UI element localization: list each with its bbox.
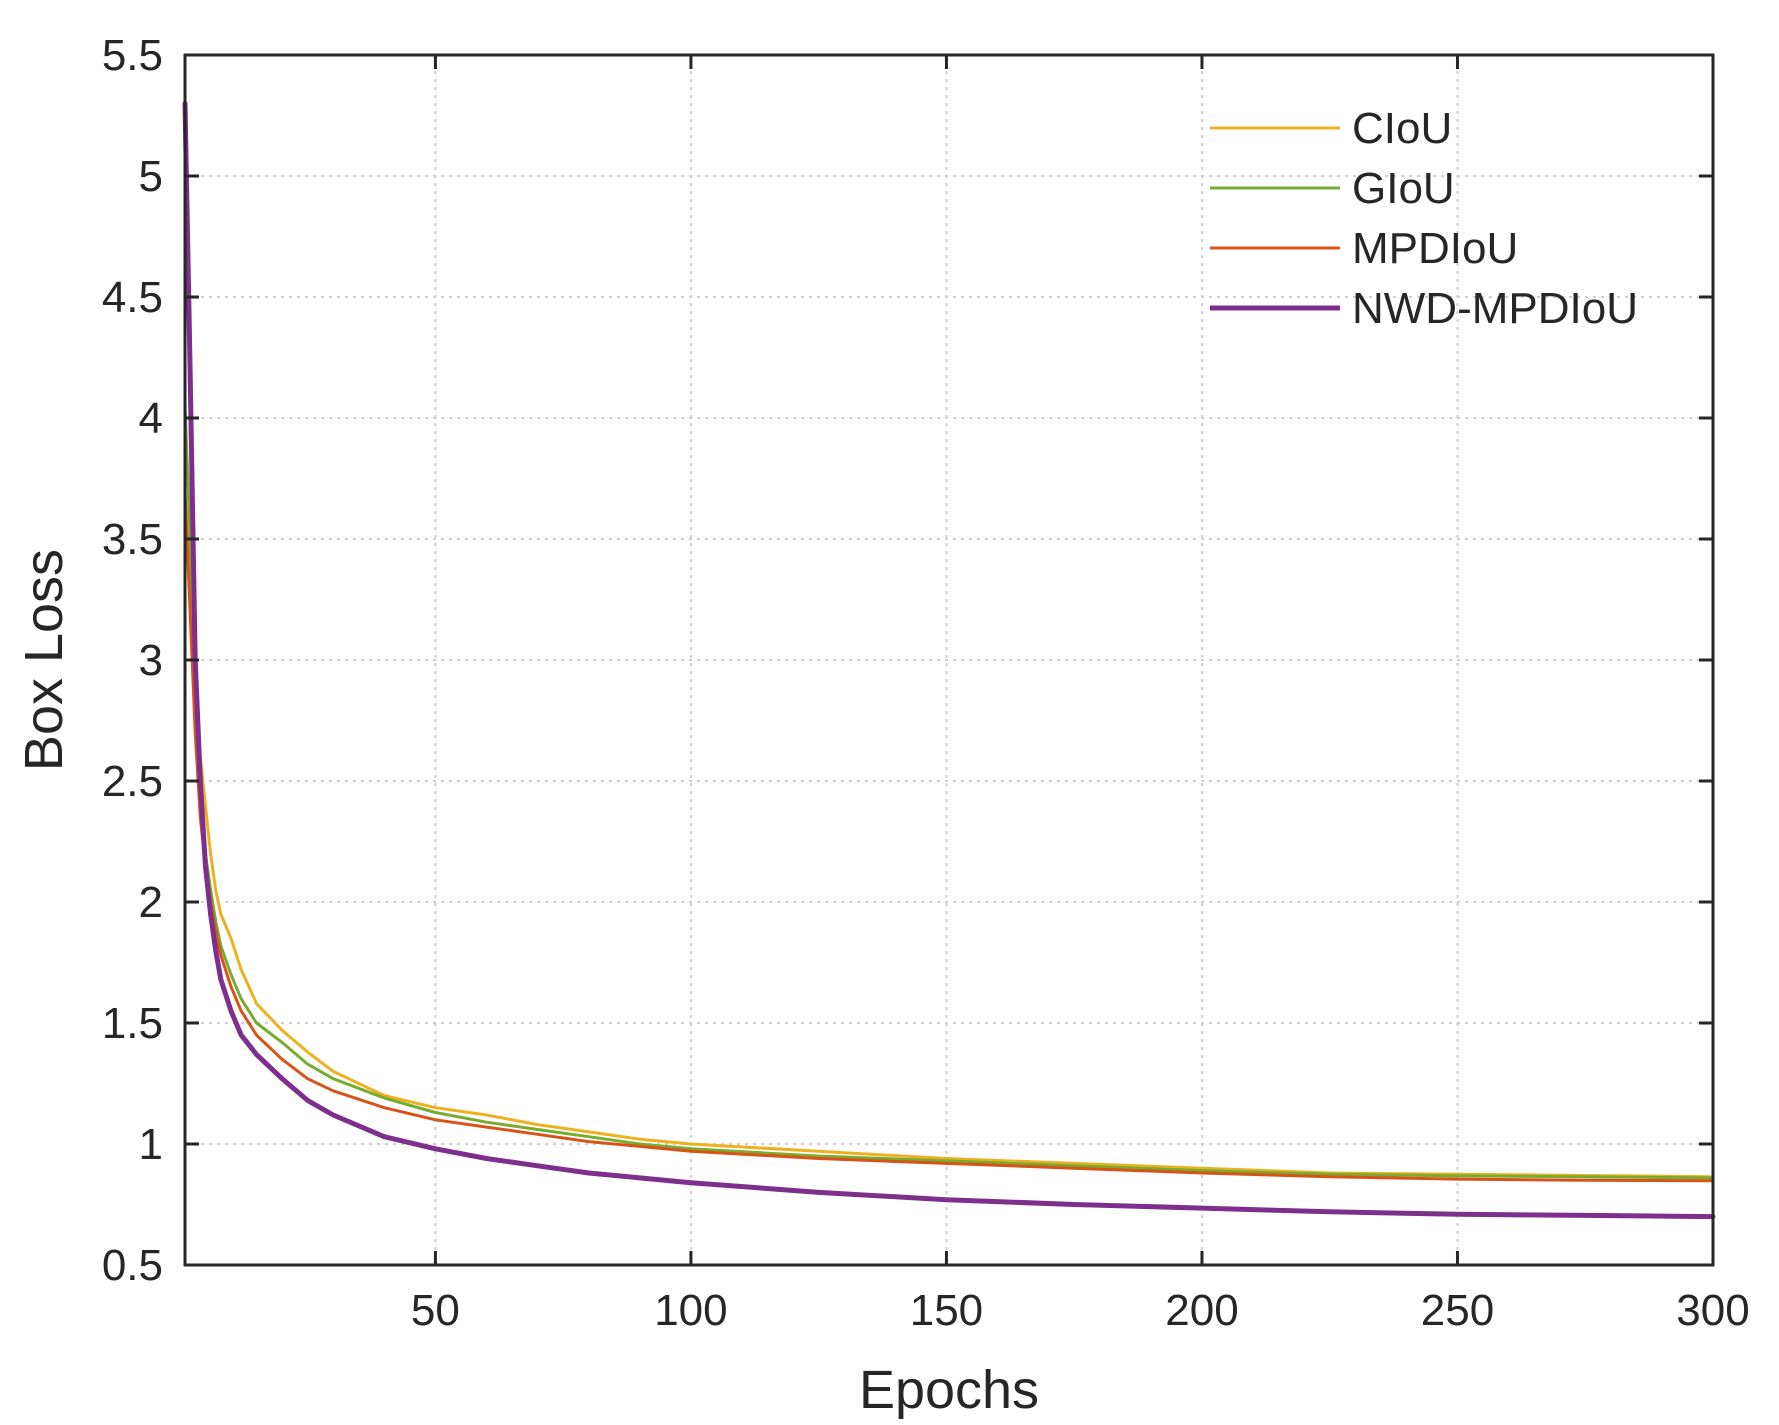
x-tick-label: 300 bbox=[1676, 1286, 1749, 1335]
x-tick-label: 200 bbox=[1165, 1286, 1238, 1335]
x-tick-label: 250 bbox=[1421, 1286, 1494, 1335]
series-line-mpdiou bbox=[183, 489, 1715, 1183]
legend-label: GIoU bbox=[1352, 164, 1455, 213]
y-tick-label: 5 bbox=[139, 152, 163, 201]
legend-label: CIoU bbox=[1352, 104, 1452, 153]
legend-label: MPDIoU bbox=[1352, 224, 1518, 273]
legend: CIoU GIoU MPDIoU NWD-MPDIoU bbox=[1210, 104, 1638, 333]
y-tick-labels: 0.5 1 1.5 2 2.5 3 3.5 4 4.5 5 5.5 bbox=[102, 31, 163, 1290]
y-tick-label: 2.5 bbox=[102, 757, 163, 806]
grid-lines bbox=[185, 55, 1713, 1265]
y-tick-label: 2 bbox=[139, 878, 163, 927]
x-tick-label: 150 bbox=[910, 1286, 983, 1335]
x-tick-labels: 50 100 150 200 250 300 bbox=[411, 1286, 1750, 1335]
series-line-giou bbox=[183, 404, 1715, 1180]
y-tick-label: 3.5 bbox=[102, 515, 163, 564]
y-tick-label: 4.5 bbox=[102, 273, 163, 322]
x-tick-label: 100 bbox=[654, 1286, 727, 1335]
series-lines bbox=[182, 100, 1716, 1220]
y-tick-label: 4 bbox=[139, 394, 163, 443]
series-line-ciou bbox=[183, 501, 1715, 1179]
x-axis-title: Epochs bbox=[859, 1360, 1039, 1420]
x-tick-label: 50 bbox=[411, 1286, 460, 1335]
y-tick-label: 5.5 bbox=[102, 31, 163, 80]
series-line-nwd-mpdiou bbox=[182, 100, 1716, 1220]
y-tick-label: 1 bbox=[139, 1120, 163, 1169]
y-axis-title: Box Loss bbox=[14, 549, 74, 771]
axis-ticks bbox=[185, 53, 1715, 1267]
legend-label: NWD-MPDIoU bbox=[1352, 284, 1638, 333]
y-tick-label: 3 bbox=[139, 636, 163, 685]
y-tick-label: 0.5 bbox=[102, 1241, 163, 1290]
y-tick-label: 1.5 bbox=[102, 999, 163, 1048]
